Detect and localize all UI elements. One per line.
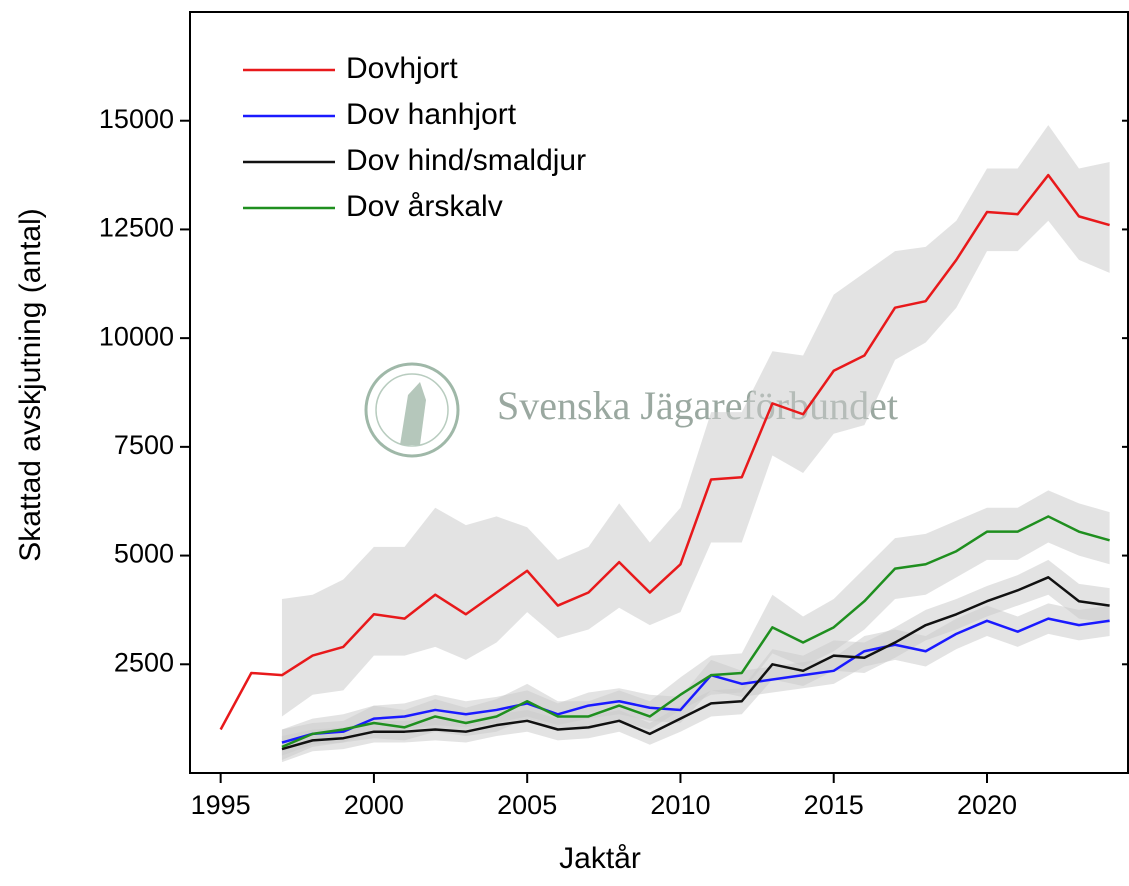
- confidence-band: [281, 490, 1110, 760]
- x-tick-label: 2010: [650, 790, 710, 820]
- y-tick-label: 2500: [114, 647, 174, 677]
- series-line: [219, 173, 1110, 731]
- confidence-band: [281, 559, 1110, 763]
- y-tick-label: 12500: [99, 213, 174, 243]
- x-tick-label: 2015: [804, 790, 864, 820]
- watermark-logo: [364, 362, 460, 458]
- legend-label: Dov hind/smaldjur: [346, 144, 586, 177]
- watermark-eagle: [400, 382, 426, 445]
- series-line: [281, 617, 1110, 744]
- watermark-logo-ring: [375, 373, 449, 447]
- x-axis-label: Jaktår: [559, 842, 641, 875]
- series-line: [281, 515, 1110, 749]
- y-tick-label: 15000: [99, 104, 174, 134]
- legend-label: Dovhjort: [346, 52, 458, 85]
- y-axis-label: Skattad avskjutning (antal): [14, 208, 47, 562]
- plot-frame: [189, 11, 1129, 774]
- y-tick-label: 7500: [114, 430, 174, 460]
- x-tick-label: 2020: [957, 790, 1017, 820]
- x-tick-label: 1995: [191, 790, 251, 820]
- confidence-band: [281, 125, 1110, 717]
- x-tick-label: 2005: [497, 790, 557, 820]
- legend-label: Dov hanhjort: [346, 98, 517, 131]
- x-tick-label: 2000: [344, 790, 404, 820]
- legend-label: Dov årskalv: [346, 190, 503, 223]
- series-line: [281, 576, 1110, 751]
- y-tick-label: 5000: [114, 539, 174, 569]
- y-tick-label: 10000: [99, 321, 174, 351]
